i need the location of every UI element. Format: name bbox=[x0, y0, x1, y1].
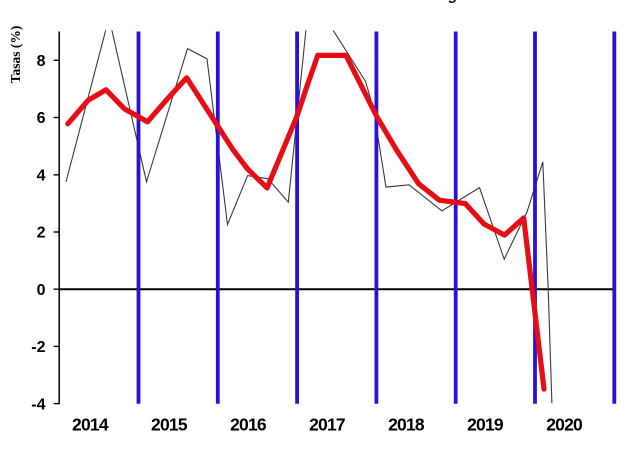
svg-text:8: 8 bbox=[37, 53, 46, 70]
svg-text:2014: 2014 bbox=[72, 415, 109, 435]
svg-text:Tasas (%): Tasas (%) bbox=[8, 26, 23, 84]
svg-text:4: 4 bbox=[37, 168, 46, 185]
svg-text:2015: 2015 bbox=[151, 415, 188, 435]
svg-text:2: 2 bbox=[37, 225, 46, 242]
svg-text:-4: -4 bbox=[31, 396, 45, 413]
svg-text:2019: 2019 bbox=[467, 415, 504, 435]
svg-text:-2: -2 bbox=[31, 339, 45, 356]
svg-text:2020: 2020 bbox=[546, 415, 583, 435]
svg-text:6: 6 bbox=[37, 110, 46, 127]
svg-text:2016: 2016 bbox=[230, 415, 267, 435]
svg-text:0: 0 bbox=[37, 282, 46, 299]
svg-text:2018: 2018 bbox=[388, 415, 425, 435]
svg-text:2017: 2017 bbox=[309, 415, 345, 435]
